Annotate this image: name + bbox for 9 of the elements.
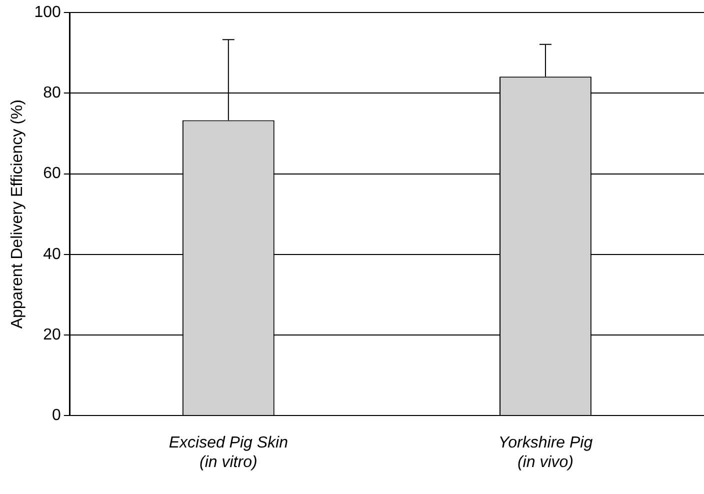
x-tick-label: Excised Pig Skin (in vitro) [168,434,288,471]
y-tick-label: 0 [52,407,61,424]
y-tick-label: 80 [43,84,61,102]
y-tick-label: 100 [34,4,61,22]
y-tick-label: 40 [43,246,61,263]
y-tick-label: 20 [43,326,61,344]
x-tick-label: Yorkshire Pig (in vivo) [498,434,593,471]
y-tick-label: 60 [43,165,61,182]
y-axis-title: Apparent Delivery Efficiency (%) [9,100,26,329]
